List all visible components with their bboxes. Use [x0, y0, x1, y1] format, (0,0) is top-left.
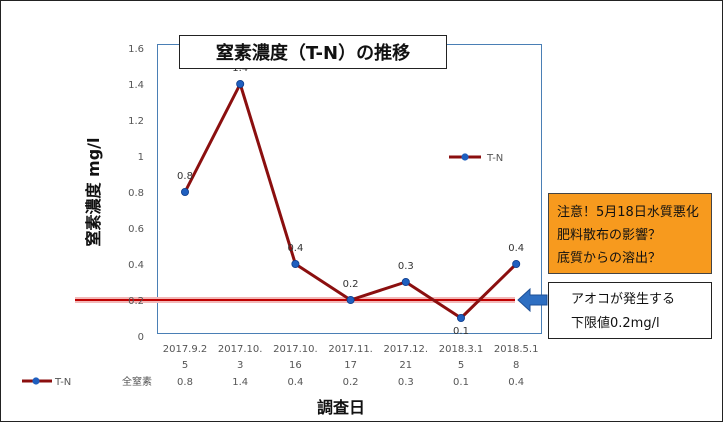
callout-line-1: アオコが発生する — [571, 292, 676, 307]
table-value: 0.4 — [287, 377, 303, 388]
x-tick-label: 2018.5.1 — [494, 344, 539, 355]
y-tick-label: 0.8 — [128, 188, 144, 199]
y-tick-label: 1 — [138, 152, 144, 163]
y-tick-label: 0.2 — [128, 296, 144, 307]
data-point — [512, 259, 521, 268]
table-value: 1.4 — [232, 377, 248, 388]
x-tick-label-day: 5 — [182, 360, 188, 371]
data-point — [346, 295, 355, 304]
x-tick-label-day: 17 — [344, 360, 357, 371]
x-tick-label-day: 3 — [237, 360, 243, 371]
table-value: 0.8 — [177, 377, 193, 388]
y-tick-label: 0.4 — [128, 260, 144, 271]
callout-line-2: 下限値0.2mg/l — [571, 316, 660, 331]
threshold-callout: アオコが発生する 下限値0.2mg/l — [548, 282, 712, 339]
x-axis-label: 調査日 — [316, 398, 366, 417]
y-tick-label: 0.6 — [128, 224, 144, 235]
x-tick-label-day: 8 — [513, 360, 519, 371]
table-series-label: T-N — [54, 377, 71, 388]
chart-title: 窒素濃度（T-N）の推移 — [179, 35, 447, 69]
data-label: 0.8 — [177, 171, 193, 182]
note-line-3: 底質からの溶出？ — [557, 251, 662, 266]
y-tick-label: 1.6 — [128, 44, 144, 55]
data-point — [401, 277, 410, 286]
y-tick-label: 1.2 — [128, 116, 144, 127]
data-label: 0.1 — [453, 326, 469, 337]
data-label: 0.3 — [398, 261, 414, 272]
data-point — [180, 187, 189, 196]
note-line-2: 肥料散布の影響？ — [557, 228, 662, 243]
y-tick-label: 1.4 — [128, 80, 144, 91]
x-tick-label: 2017.12. — [384, 344, 429, 355]
table-value: 0.1 — [453, 377, 469, 388]
data-label: 0.4 — [508, 243, 524, 254]
x-tick-label-day: 16 — [289, 360, 302, 371]
x-tick-label: 2017.10. — [273, 344, 318, 355]
x-tick-label: 2017.10. — [218, 344, 263, 355]
data-point — [456, 313, 465, 322]
table-value: 0.4 — [508, 377, 524, 388]
data-label: 0.2 — [343, 279, 359, 290]
legend-marker — [461, 153, 469, 161]
callout-arrow-icon — [517, 287, 548, 313]
warning-note: 注意！5月18日水質悪化 肥料散布の影響？ 底質からの溶出？ — [548, 193, 712, 274]
data-point — [291, 259, 300, 268]
table-value: 0.3 — [398, 377, 414, 388]
table-row-label: 全窒素 — [122, 375, 152, 388]
table-legend-marker — [32, 377, 40, 385]
x-tick-label: 2017.11. — [328, 344, 373, 355]
x-tick-label-day: 5 — [458, 360, 464, 371]
data-label: 0.4 — [287, 243, 303, 254]
x-tick-label: 2017.9.2 — [163, 344, 208, 355]
x-tick-label: 2018.3.1 — [439, 344, 484, 355]
table-value: 0.2 — [343, 377, 359, 388]
x-tick-label-day: 21 — [399, 360, 412, 371]
y-tick-label: 0 — [138, 332, 144, 343]
y-axis-label: 窒素濃度 mg/l — [84, 137, 103, 247]
legend-label: T-N — [486, 153, 503, 164]
note-line-1: 注意！5月18日水質悪化 — [557, 205, 699, 220]
data-point — [236, 80, 245, 89]
